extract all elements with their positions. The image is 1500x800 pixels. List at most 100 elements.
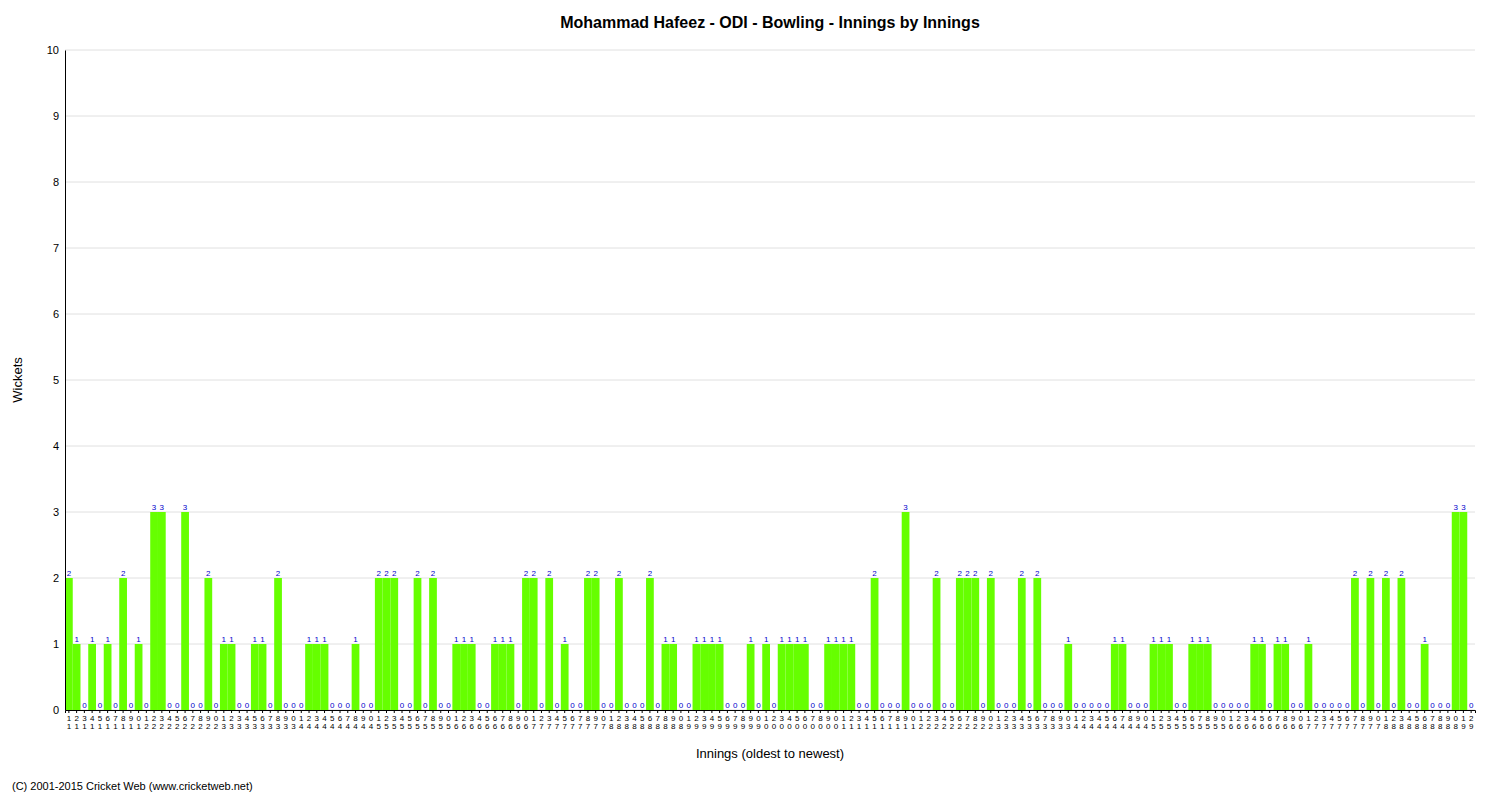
tick-mark	[936, 710, 937, 713]
bar	[824, 644, 832, 710]
tick: 14	[299, 710, 304, 731]
tick-label-line: 5	[562, 714, 567, 723]
tick-label: 27	[1314, 714, 1319, 732]
tick-label: 86	[508, 714, 513, 732]
tick-mark	[1122, 710, 1123, 713]
data-label: 1	[90, 635, 95, 644]
tick-label-line: 0	[787, 722, 792, 731]
tick-label: 74	[1120, 714, 1125, 732]
tick: 63	[260, 710, 265, 731]
tick-label-line: 6	[1229, 722, 1234, 731]
tick-mark	[580, 710, 581, 713]
data-label: 0	[1322, 701, 1327, 710]
tick-mark	[1060, 710, 1061, 713]
tick-label: 67	[1345, 714, 1350, 732]
tick: 26	[1236, 710, 1241, 731]
tick-label-line: 7	[601, 722, 606, 731]
tick-label: 43	[1020, 714, 1025, 732]
tick-mark	[1409, 710, 1410, 713]
tick-label-line: 3	[996, 722, 1001, 731]
tick-label-line: 7	[539, 722, 544, 731]
tick-label: 47	[555, 714, 560, 732]
bar	[1188, 644, 1196, 710]
tick-label: 60	[803, 714, 808, 732]
tick: 85	[1205, 710, 1210, 731]
data-label: 0	[1213, 701, 1218, 710]
bar	[933, 578, 941, 710]
tick-label-line: 1	[865, 722, 870, 731]
tick-label-line: 5	[392, 722, 397, 731]
tick-label: 32	[934, 714, 939, 732]
data-label: 2	[965, 569, 970, 578]
tick-label: 95	[439, 714, 444, 732]
tick: 07	[601, 710, 606, 731]
tick: 6	[53, 308, 65, 320]
tick-label-line: 7	[1345, 722, 1350, 731]
tick: 63	[1035, 710, 1040, 731]
tick-label-line: 4	[1329, 714, 1334, 723]
tick-label: 56	[485, 714, 490, 732]
tick-label-line: 4	[1128, 722, 1133, 731]
tick-label-line: 6	[1275, 722, 1280, 731]
tick-label: 22	[152, 714, 157, 732]
tick-label: 93	[1058, 714, 1063, 732]
tick-label-line: 4	[353, 722, 358, 731]
tick-label: 67	[570, 714, 575, 732]
tick-label-line: 7	[1198, 714, 1203, 723]
tick-mark	[316, 710, 317, 713]
data-label: 0	[167, 701, 172, 710]
tick-mark	[231, 710, 232, 713]
tick-label: 51	[98, 714, 103, 732]
tick: 38	[1399, 710, 1404, 731]
data-label: 1	[260, 635, 265, 644]
tick: 81	[121, 710, 126, 731]
x-axis-label: Innings (oldest to newest)	[696, 746, 844, 761]
data-label: 0	[733, 701, 738, 710]
data-label: 0	[1267, 701, 1272, 710]
tick-mark	[1223, 710, 1224, 713]
bar	[615, 578, 623, 710]
tick: 65	[1190, 710, 1195, 731]
tick-label-line: 6	[1298, 722, 1303, 731]
bar	[1196, 644, 1204, 710]
tick: 94	[1136, 710, 1141, 731]
tick-label-line: 7	[1430, 714, 1435, 723]
data-label: 0	[725, 701, 730, 710]
data-label: 2	[547, 569, 552, 578]
tick: 23	[229, 710, 234, 731]
tick-label-line: 1	[896, 722, 901, 731]
tick-label: 28	[1391, 714, 1396, 732]
tick: 09	[756, 710, 761, 731]
tick-label: 25	[1159, 714, 1164, 732]
tick: 27	[539, 710, 544, 731]
tick-label-line: 0	[601, 714, 606, 723]
tick-label-line: 2	[1391, 714, 1396, 723]
tick: 22	[152, 710, 157, 731]
tick-label-line: 1	[129, 722, 134, 731]
grid-line	[65, 446, 1475, 447]
tick-mark	[1308, 710, 1309, 713]
tick-label-line: 2	[152, 714, 157, 723]
tick-mark	[239, 710, 240, 713]
tick: 86	[508, 710, 513, 731]
tick-mark	[378, 710, 379, 713]
tick-label-line: 7	[810, 714, 815, 723]
tick: 55	[1182, 710, 1187, 731]
data-label: 0	[1469, 701, 1474, 710]
tick: 61	[880, 710, 885, 731]
data-label: 1	[253, 635, 258, 644]
tick-label-line: 2	[617, 714, 622, 723]
tick: 3	[53, 506, 65, 518]
tick-label-line: 7	[555, 722, 560, 731]
tick-label-line: 5	[384, 722, 389, 731]
tick: 48	[632, 710, 637, 731]
tick-label-line: 5	[400, 722, 405, 731]
tick-label-line: 9	[686, 722, 691, 731]
tick-label-line: 0	[1066, 714, 1071, 723]
bar	[1119, 644, 1127, 710]
grid-line	[65, 50, 1475, 51]
tick: 08	[679, 710, 684, 731]
data-label: 2	[934, 569, 939, 578]
tick-mark	[859, 710, 860, 713]
tick-label-line: 1	[911, 722, 916, 731]
